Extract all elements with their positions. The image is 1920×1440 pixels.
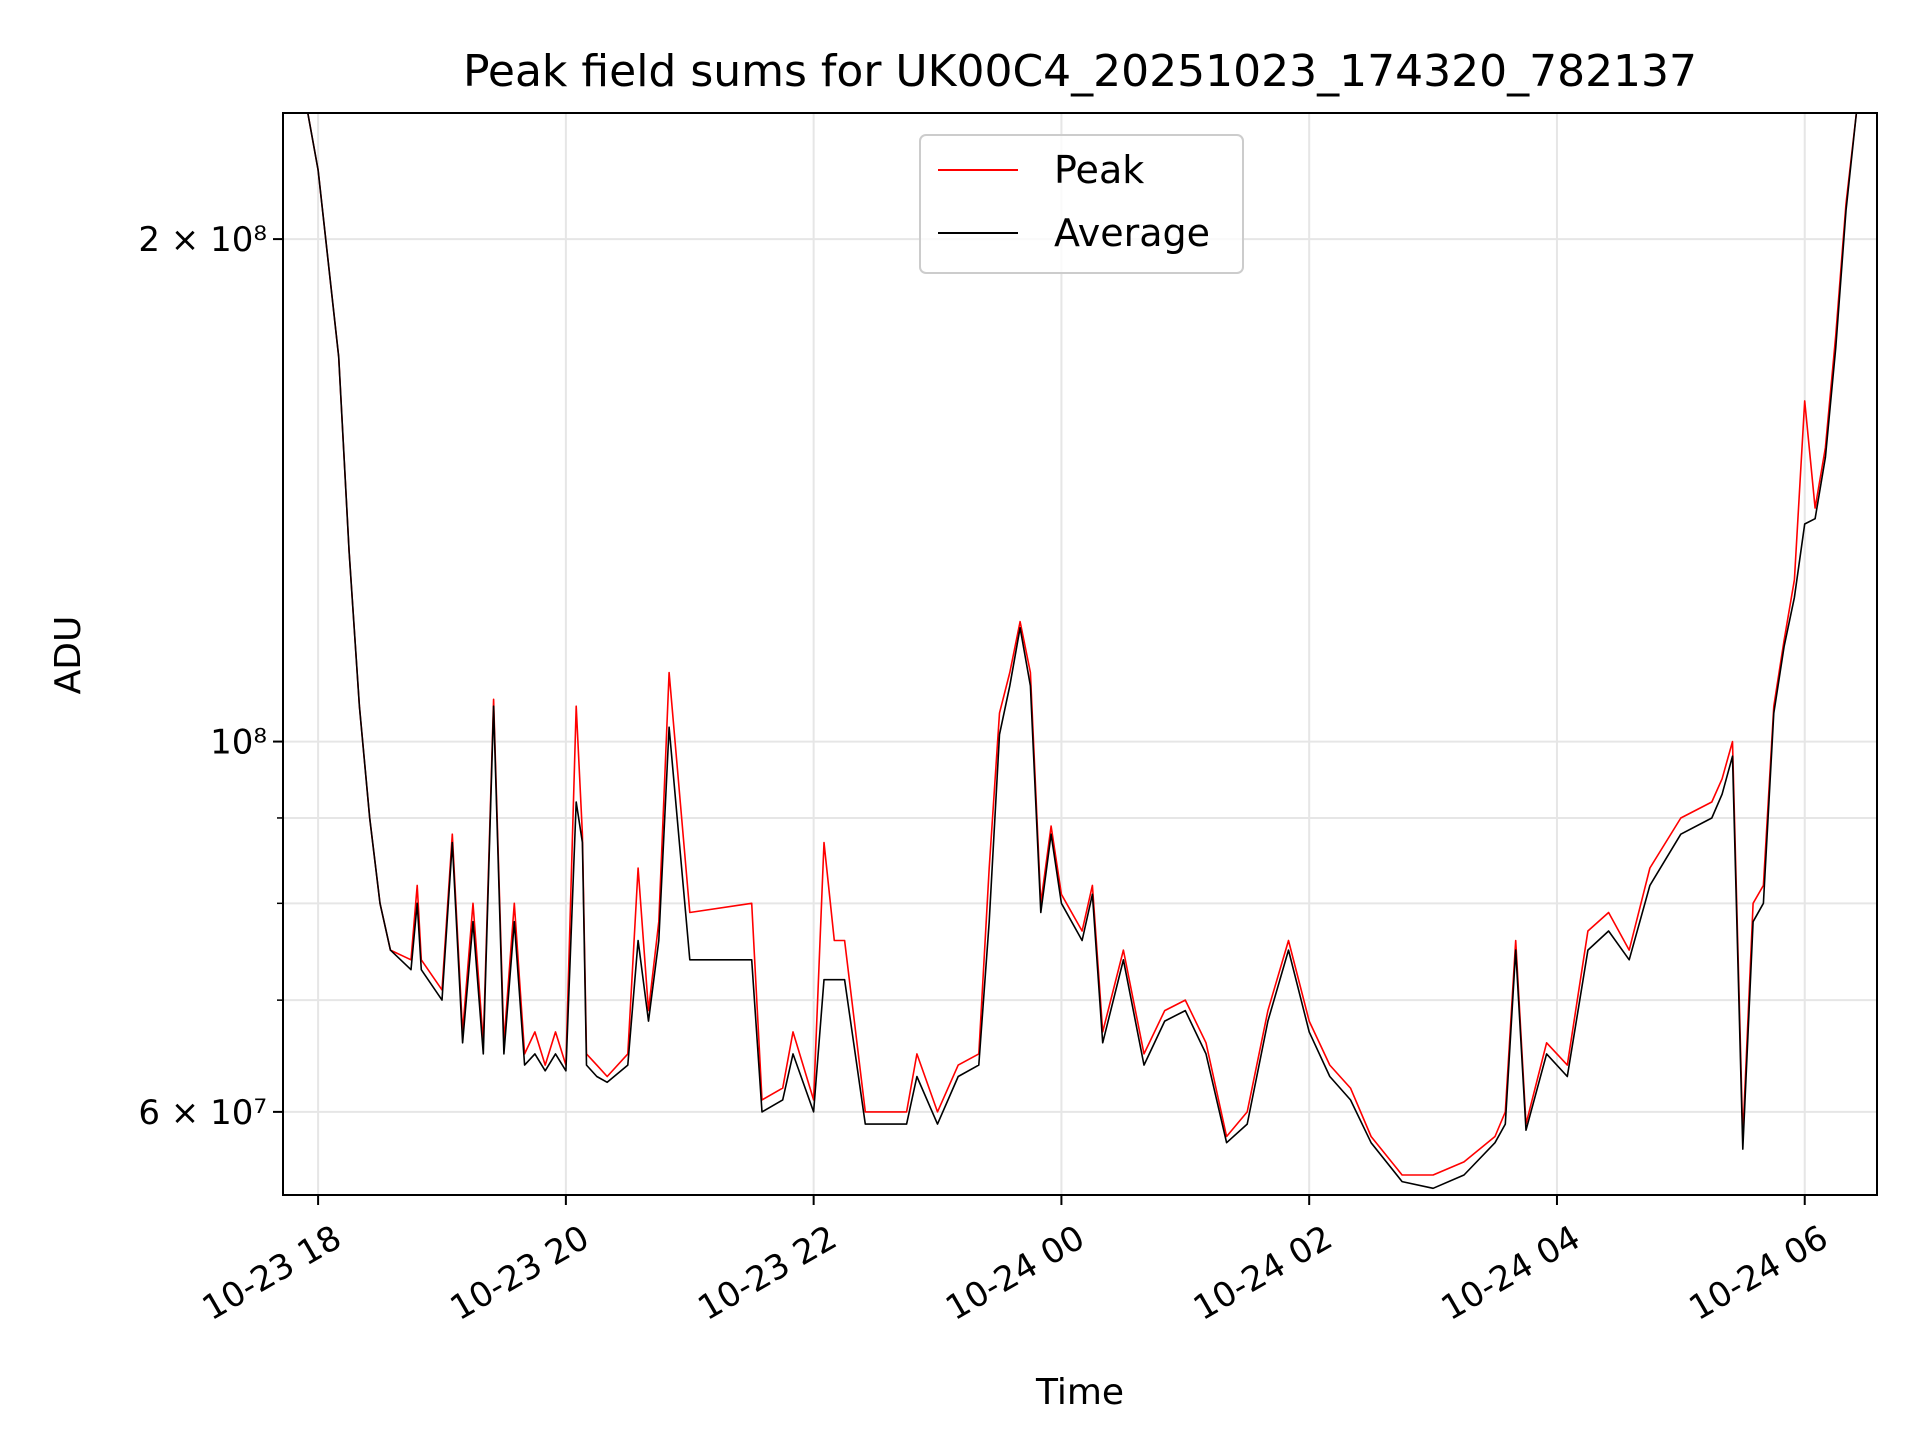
y-axis-title: ADU [48, 616, 89, 695]
series-line-average [283, 112, 1877, 1190]
chart-title: Peak field sums for UK00C4_20251023_1743… [463, 46, 1697, 97]
x-axis-title: Time [1035, 1372, 1124, 1413]
y-tick-label: 2 × 10⁸ [138, 220, 267, 260]
x-gridlines [317, 113, 1806, 1195]
y-gridlines [283, 238, 1877, 1113]
y-axis-ticks: 2 × 10⁸ 10⁸ 6 × 10⁷ [138, 220, 283, 1133]
plot-frame [282, 112, 1878, 1196]
legend-label-peak: Peak [1054, 148, 1144, 192]
y-tick-label: 10⁸ [210, 723, 267, 763]
plot-series [283, 112, 1877, 1190]
y-tick-label: 6 × 10⁷ [138, 1093, 267, 1133]
legend: Peak Average [919, 134, 1244, 274]
legend-label-average: Average [1054, 211, 1210, 255]
